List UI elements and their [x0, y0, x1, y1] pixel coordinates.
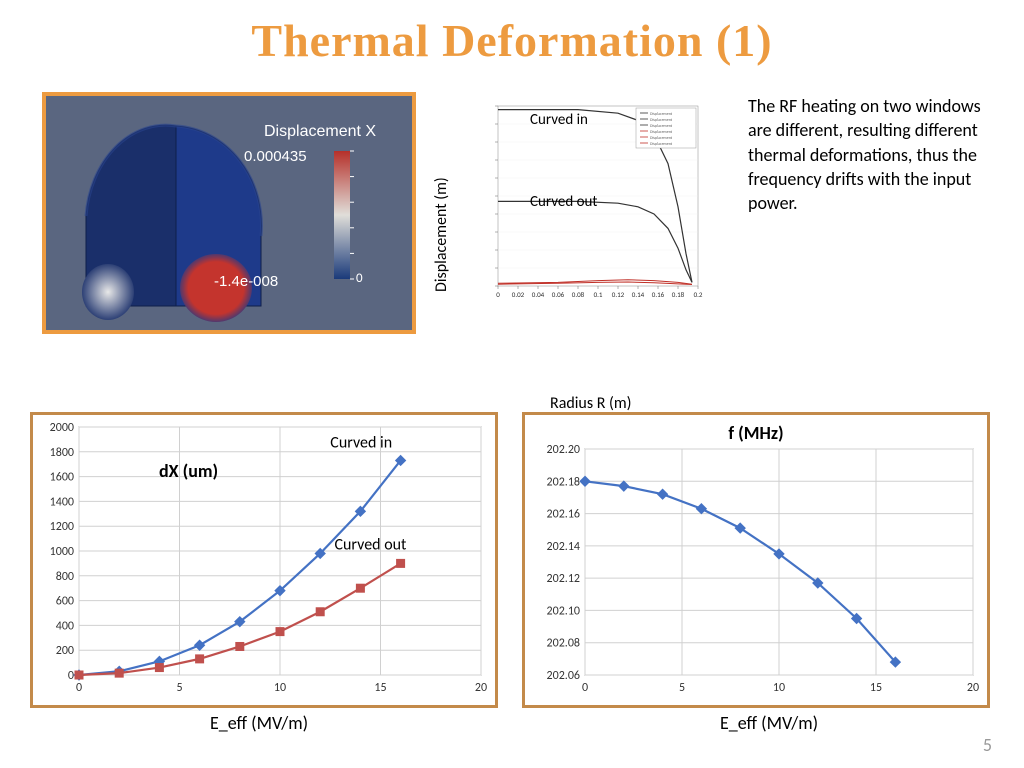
disp-plot-ylabel: Displacement (m) — [432, 177, 451, 292]
svg-text:Displacement X: Displacement X — [264, 123, 376, 140]
svg-text:5: 5 — [679, 681, 685, 695]
body-text: The RF heating on two windows are differ… — [748, 94, 983, 215]
svg-text:0.1: 0.1 — [594, 290, 603, 299]
f-xlabel: E_eff (MV/m) — [720, 712, 818, 734]
svg-text:20: 20 — [475, 681, 487, 695]
svg-text:1000: 1000 — [50, 545, 74, 559]
svg-text:0.18: 0.18 — [672, 290, 685, 299]
svg-text:202.06: 202.06 — [547, 669, 580, 683]
svg-text:0.12: 0.12 — [612, 290, 625, 299]
svg-text:10: 10 — [773, 681, 785, 695]
svg-text:15: 15 — [870, 681, 882, 695]
svg-text:0: 0 — [356, 271, 363, 286]
svg-text:202.12: 202.12 — [547, 572, 580, 586]
svg-text:0.08: 0.08 — [572, 290, 585, 299]
svg-text:1200: 1200 — [50, 520, 74, 534]
svg-text:10: 10 — [274, 681, 286, 695]
svg-text:0.2: 0.2 — [694, 290, 703, 299]
top-row: Displacement X 0.000435 -1.4e-008 0 Displac… — [0, 92, 1024, 352]
dx-chart-box: 0 200 400 600 800 1000 1200 1400 1600 1800 2000 0 5 1… — [30, 412, 498, 708]
svg-text:800: 800 — [56, 570, 74, 584]
svg-text:0.06: 0.06 — [552, 290, 565, 299]
svg-text:5: 5 — [176, 681, 182, 695]
svg-text:20: 20 — [967, 681, 979, 695]
svg-text:202.16: 202.16 — [547, 508, 580, 522]
svg-text:202.20: 202.20 — [547, 443, 580, 457]
dx-xlabel: E_eff (MV/m) — [210, 712, 308, 734]
svg-text:Displacement: Displacement — [650, 142, 673, 147]
svg-text:1400: 1400 — [50, 495, 74, 509]
svg-text:0.04: 0.04 — [532, 290, 545, 299]
svg-text:200: 200 — [56, 644, 74, 658]
svg-text:0.000435: 0.000435 — [244, 148, 307, 165]
svg-text:0.02: 0.02 — [512, 290, 525, 299]
disp-plot-svg: 0 0.02 0.04 0.06 0.08 0.1 0.12 0.14 0.16 0.18 0.2 D… — [470, 92, 730, 322]
svg-text:Curved out: Curved out — [334, 536, 407, 555]
svg-text:Displacement: Displacement — [650, 118, 673, 123]
svg-text:Displacement: Displacement — [650, 136, 673, 141]
simulation-svg: Displacement X 0.000435 -1.4e-008 0 — [46, 96, 412, 330]
f-chart-svg: 202.06 202.08 202.10 202.12 202.14 202.16 202.… — [525, 415, 987, 705]
slide-title: Thermal Deformation (1) — [0, 0, 1024, 67]
svg-text:Displacement: Displacement — [650, 124, 673, 129]
svg-text:Curved in: Curved in — [330, 434, 392, 453]
svg-text:202.18: 202.18 — [547, 475, 580, 489]
page-number: 5 — [983, 734, 992, 756]
displacement-plot: 0 0.02 0.04 0.06 0.08 0.1 0.12 0.14 0.16 0.18 0.2 D… — [470, 92, 730, 322]
svg-text:0.14: 0.14 — [632, 290, 645, 299]
svg-text:0: 0 — [582, 681, 588, 695]
svg-text:0: 0 — [76, 681, 82, 695]
svg-text:1800: 1800 — [50, 446, 74, 460]
svg-text:600: 600 — [56, 595, 74, 609]
dx-chart-svg: 0 200 400 600 800 1000 1200 1400 1600 1800 2000 0 5 1… — [33, 415, 495, 705]
svg-text:Curved in: Curved in — [530, 111, 588, 129]
svg-text:202.10: 202.10 — [547, 604, 580, 618]
svg-text:202.14: 202.14 — [547, 540, 580, 554]
svg-text:dX (um): dX (um) — [159, 460, 218, 482]
disp-plot-xlabel: Radius R (m) — [550, 394, 632, 413]
svg-text:Curved out: Curved out — [530, 193, 597, 211]
simulation-panel: Displacement X 0.000435 -1.4e-008 0 — [42, 92, 416, 334]
svg-text:f (MHz): f (MHz) — [728, 422, 783, 444]
svg-text:1600: 1600 — [50, 471, 74, 485]
svg-text:2000: 2000 — [50, 421, 74, 435]
svg-text:Displacement: Displacement — [650, 112, 673, 117]
svg-text:0: 0 — [496, 290, 500, 299]
svg-text:Displacement: Displacement — [650, 130, 673, 135]
svg-text:0: 0 — [68, 669, 74, 683]
svg-text:-1.4e-008: -1.4e-008 — [214, 273, 278, 290]
svg-text:0.16: 0.16 — [652, 290, 665, 299]
f-chart-box: 202.06 202.08 202.10 202.12 202.14 202.16 202.… — [522, 412, 990, 708]
svg-text:400: 400 — [56, 619, 74, 633]
svg-text:15: 15 — [374, 681, 386, 695]
svg-text:202.08: 202.08 — [547, 637, 580, 651]
